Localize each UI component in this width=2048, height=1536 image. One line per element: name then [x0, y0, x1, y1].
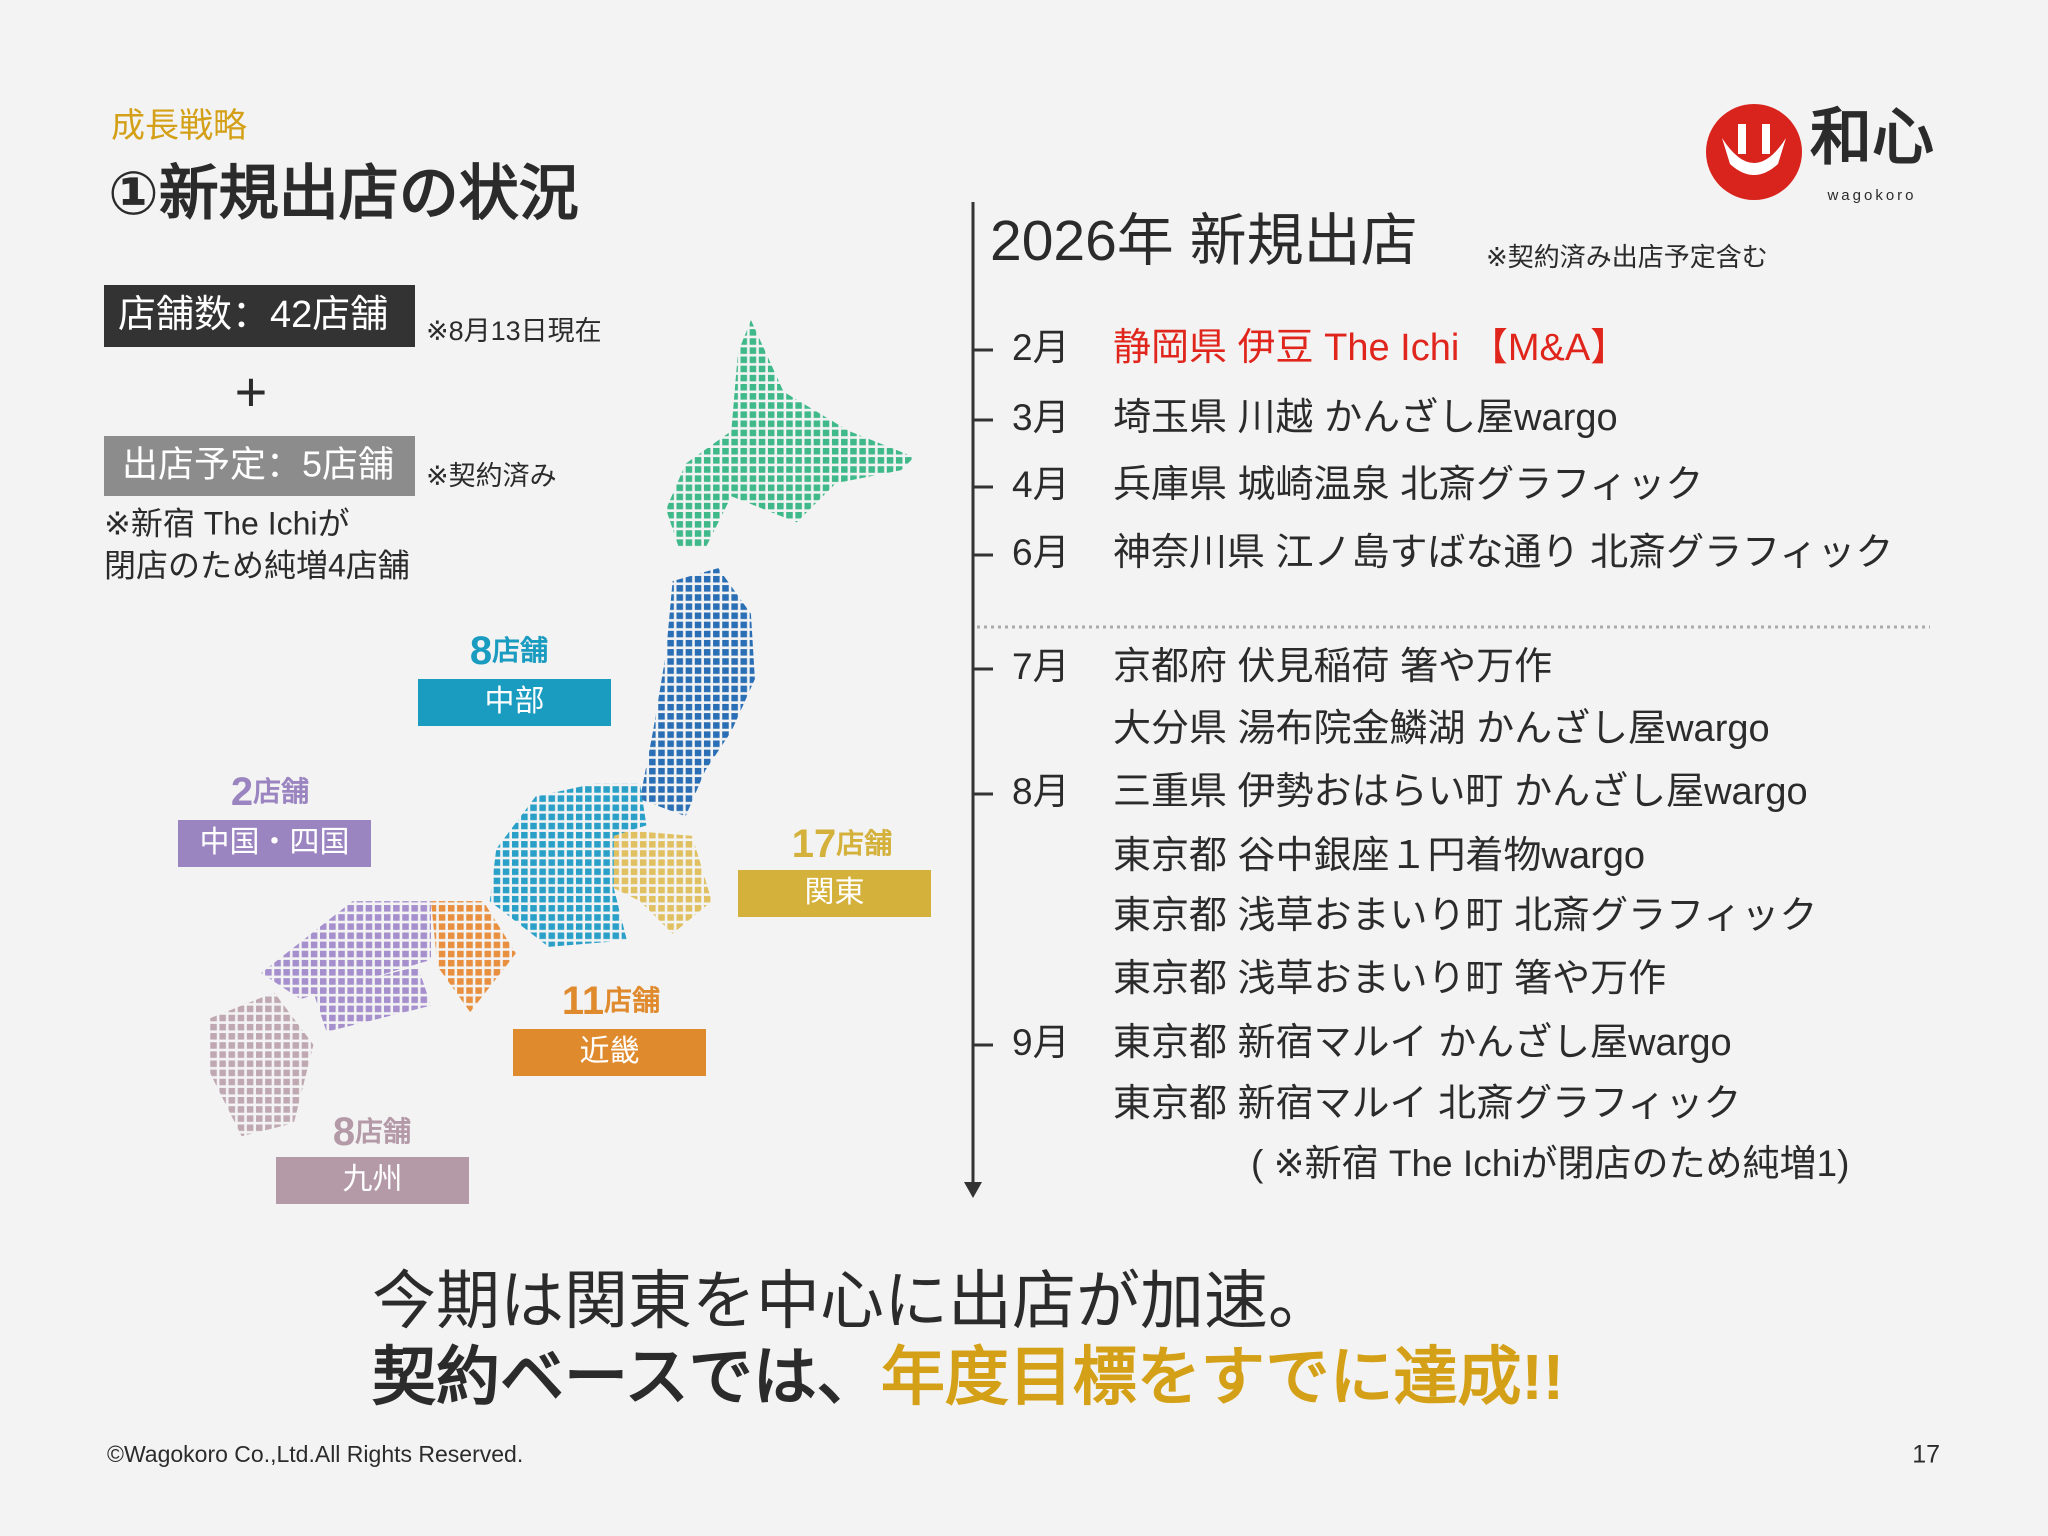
- timeline-entry: 兵庫県 城崎温泉 北斎グラフィック: [1113, 464, 1703, 506]
- timeline-month: 4月: [1012, 464, 1070, 505]
- region-count-number: 2: [231, 770, 253, 814]
- stores-count: 店舗数：42店舗: [118, 294, 388, 336]
- note-line: 閉店のため純増4店舗: [104, 547, 410, 583]
- timeline-entry: 東京都 新宿マルイ かんざし屋wargo: [1113, 1022, 1732, 1064]
- conclusion-part: 契約ベースでは、: [372, 1341, 881, 1413]
- timeline-arrow: [964, 1182, 982, 1198]
- region-name: 中国・四国: [200, 826, 350, 859]
- timeline-entry: 京都府 伏見稲荷 箸や万作: [1113, 646, 1552, 688]
- conclusion-line: 契約ベースでは、年度目標をすでに達成!!: [372, 1341, 1564, 1413]
- region-count-unit: 店舗: [836, 828, 892, 859]
- stores-note: ※8月13日現在: [426, 316, 602, 346]
- timeline-entry: 東京都 浅草おまいり町 北斎グラフィック: [1113, 895, 1817, 937]
- timeline-month: 9月: [1012, 1022, 1070, 1063]
- timeline-entry: 東京都 新宿マルイ 北斎グラフィック: [1113, 1083, 1741, 1125]
- region-count-number: 11: [562, 979, 604, 1023]
- region-box: [738, 870, 931, 917]
- region-count: 2店舗: [231, 770, 309, 814]
- planned-note: ※契約済み: [426, 461, 557, 491]
- timeline-entry: 東京都 谷中銀座１円着物wargo: [1113, 835, 1645, 877]
- timeline-month: 7月: [1012, 646, 1070, 687]
- timeline-entry: 三重県 伊勢おはらい町 かんざし屋wargo: [1113, 771, 1808, 813]
- timeline-month: 6月: [1012, 532, 1070, 573]
- copyright: ©Wagokoro Co.,Ltd.All Rights Reserved.: [107, 1441, 523, 1467]
- note-line: ※新宿 The Ichiが: [104, 505, 350, 541]
- region-count: 17店舗: [792, 822, 893, 866]
- timeline-title: 2026年 新規出店: [990, 209, 1418, 273]
- region-name: 九州: [343, 1163, 403, 1196]
- page-number: 17: [1912, 1441, 1940, 1469]
- region-count-unit: 店舗: [604, 985, 660, 1016]
- timeline-footnote: ( ※新宿 The Ichiが閉店のため純増1): [1251, 1143, 1849, 1184]
- conclusion-line: 今期は関東を中心に出店が加速。: [372, 1265, 1332, 1337]
- region-box: [276, 1157, 469, 1204]
- logo-sub: wagokoro: [1826, 187, 1916, 204]
- logo-name: 和心: [1810, 103, 1934, 172]
- region-count: 8店舗: [333, 1110, 411, 1154]
- logo: 和心 wagokoro: [1706, 103, 1934, 204]
- region-box: [513, 1029, 706, 1076]
- region-count-unit: 店舗: [492, 635, 548, 666]
- stores-box: [104, 285, 415, 347]
- timeline-entry: 静岡県 伊豆 The Ichi 【M&A】: [1113, 327, 1628, 369]
- region-count-unit: 店舗: [253, 776, 309, 807]
- timeline-month: 3月: [1012, 397, 1070, 438]
- timeline-entry: 東京都 浅草おまいり町 箸や万作: [1113, 958, 1666, 1000]
- timeline-note: ※契約済み出店予定含む: [1486, 242, 1768, 272]
- region-count-number: 17: [792, 822, 837, 866]
- timeline-entry: 大分県 湯布院金鱗湖 かんざし屋wargo: [1113, 708, 1770, 750]
- region-count: 8店舗: [470, 629, 548, 673]
- region-count: 11店舗: [562, 979, 660, 1023]
- timeline-month: 2月: [1012, 327, 1070, 368]
- japan-map: [208, 319, 915, 1137]
- region-name: 関東: [805, 876, 865, 909]
- planned-box: [104, 436, 415, 496]
- region-count-number: 8: [470, 629, 492, 673]
- region-name: 近畿: [580, 1035, 640, 1068]
- plus: +: [235, 360, 268, 423]
- timeline-entry: 神奈川県 江ノ島すばな通り 北斎グラフィック: [1113, 532, 1893, 574]
- section-label: 成長戦略: [111, 107, 247, 145]
- region-name: 中部: [485, 685, 545, 718]
- region-count-number: 8: [333, 1110, 355, 1154]
- conclusion-highlight: 年度目標をすでに達成!!: [881, 1341, 1564, 1413]
- title: ①新規出店の状況: [108, 160, 579, 227]
- region-count-unit: 店舗: [355, 1116, 411, 1147]
- region-box: [418, 679, 611, 726]
- region-box: [178, 820, 371, 867]
- timeline-entry: 埼玉県 川越 かんざし屋wargo: [1113, 397, 1618, 439]
- planned-count: 出店予定：5店舗: [122, 444, 394, 485]
- timeline-month: 8月: [1012, 771, 1070, 812]
